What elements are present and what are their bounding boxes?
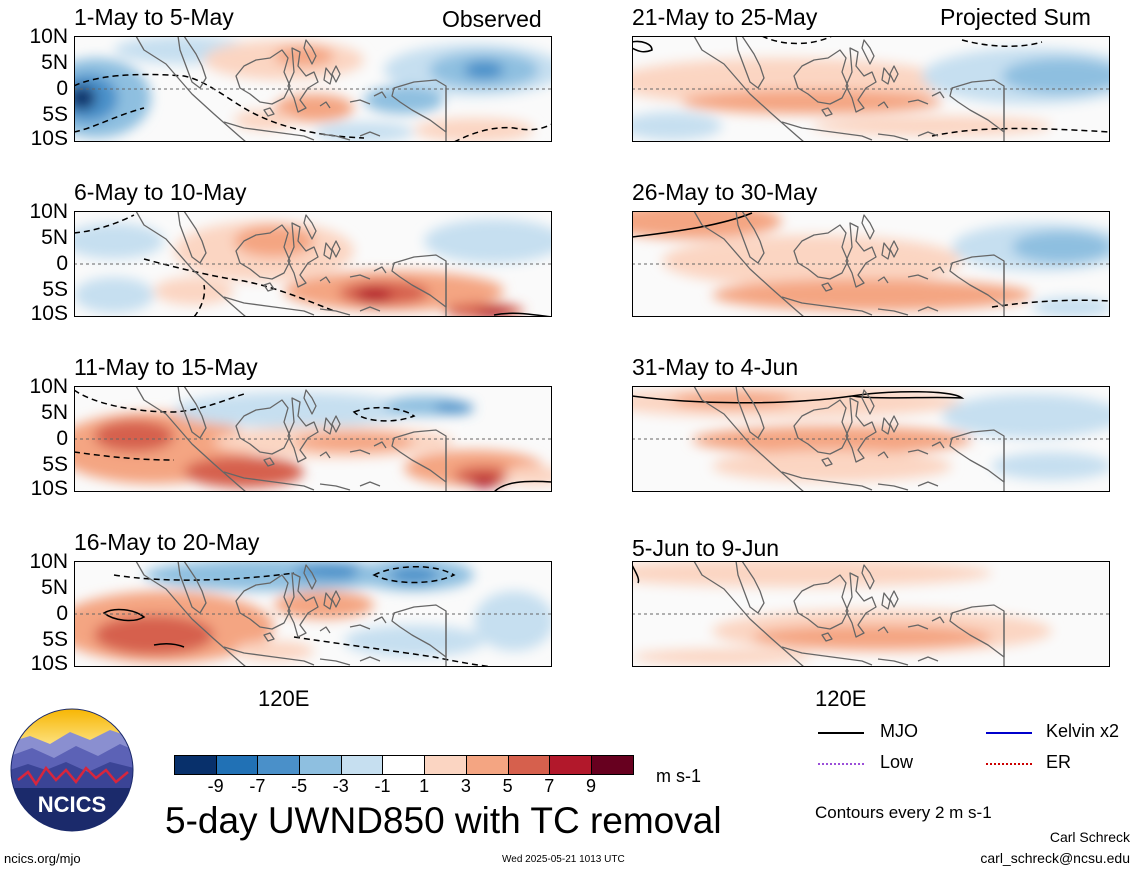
colorbar-swatch bbox=[508, 756, 551, 774]
legend-kelvin-label: Kelvin x2 bbox=[1046, 721, 1120, 741]
map-panel-1 bbox=[74, 36, 552, 142]
legend-kelvin-line bbox=[986, 732, 1032, 734]
legend-low-line bbox=[818, 763, 864, 765]
panel-title-2: 6-May to 10-May bbox=[74, 179, 247, 205]
lat-label: 10N bbox=[29, 375, 68, 398]
x-tick-label-right: 120E bbox=[815, 686, 867, 711]
colorbar-tick-label: -7 bbox=[249, 776, 266, 796]
colorbar bbox=[174, 755, 634, 775]
colorbar-tick-label: 3 bbox=[460, 776, 471, 796]
lat-label: 10S bbox=[30, 302, 68, 325]
colorbar-swatch bbox=[258, 756, 301, 774]
lat-label: 10N bbox=[29, 550, 68, 573]
colorbar-swatch bbox=[300, 756, 342, 774]
legend-er-label: ER bbox=[1046, 752, 1072, 772]
x-tick-label-left: 120E bbox=[258, 686, 310, 711]
lat-label: 10S bbox=[30, 127, 68, 150]
colorbar-swatch bbox=[341, 756, 384, 774]
colorbar-swatch bbox=[466, 756, 509, 774]
ncics-logo: NCICS bbox=[10, 708, 134, 832]
legend-low-label: Low bbox=[880, 752, 914, 772]
colorbar-tick-label: -9 bbox=[207, 776, 224, 796]
colorbar-tick-label: -3 bbox=[332, 776, 349, 796]
panel-title-6: 26-May to 30-May bbox=[632, 179, 818, 205]
lat-label: 10N bbox=[29, 25, 68, 48]
colorbar-tick-label: -1 bbox=[374, 776, 391, 796]
colorbar-swatch bbox=[550, 756, 592, 774]
lat-label: 0 bbox=[56, 252, 68, 275]
lat-label: 0 bbox=[56, 602, 68, 625]
lat-label: 5S bbox=[42, 628, 68, 651]
footer-author: Carl Schreck bbox=[1049, 829, 1130, 845]
lat-label: 5N bbox=[41, 226, 68, 249]
lat-label: 5N bbox=[41, 576, 68, 599]
footer-email: carl_schreck@ncsu.edu bbox=[980, 850, 1130, 866]
observed-label: Observed bbox=[442, 6, 542, 32]
footer-url: ncics.org/mjo bbox=[4, 851, 81, 866]
panel-title-5: 21-May to 25-May bbox=[632, 4, 818, 30]
panel-title-4: 16-May to 20-May bbox=[74, 529, 260, 555]
panel-title-7: 31-May to 4-Jun bbox=[632, 354, 799, 380]
footer-timestamp: Wed 2025-05-21 1013 UTC bbox=[502, 854, 625, 865]
colorbar-swatch bbox=[216, 756, 259, 774]
panel-title-3: 11-May to 15-May bbox=[74, 354, 258, 380]
legend-mjo-line bbox=[818, 732, 864, 734]
lat-label: 5S bbox=[42, 278, 68, 301]
lat-label: 0 bbox=[56, 77, 68, 100]
panel-title-8: 5-Jun to 9-Jun bbox=[632, 535, 780, 561]
lat-label: 5N bbox=[41, 401, 68, 424]
logo-text: NCICS bbox=[38, 792, 106, 817]
colorbar-tick-label: 5 bbox=[502, 776, 513, 796]
colorbar-tick-label: 1 bbox=[419, 776, 430, 796]
map-panel-4 bbox=[74, 561, 552, 667]
map-panel-7 bbox=[632, 386, 1110, 492]
lat-label: 5S bbox=[42, 453, 68, 476]
main-title: 5-day UWND850 with TC removal bbox=[165, 800, 722, 841]
lat-label: 5S bbox=[42, 103, 68, 126]
colorbar-swatch bbox=[425, 756, 467, 774]
legend-er-line bbox=[986, 763, 1032, 765]
colorbar-swatch bbox=[383, 756, 426, 774]
panel-title-1: 1-May to 5-May bbox=[74, 4, 234, 30]
lat-label: 5N bbox=[41, 51, 68, 74]
lat-label: 10S bbox=[30, 477, 68, 500]
colorbar-tick-label: 7 bbox=[544, 776, 555, 796]
lat-label: 0 bbox=[56, 427, 68, 450]
map-panel-8 bbox=[632, 561, 1110, 667]
map-panel-2 bbox=[74, 211, 552, 317]
lat-label: 10S bbox=[30, 652, 68, 675]
colorbar-tick-label: -5 bbox=[291, 776, 308, 796]
map-panel-3 bbox=[74, 386, 552, 492]
map-panel-6 bbox=[632, 211, 1110, 317]
colorbar-swatch bbox=[175, 756, 217, 774]
legend-mjo-label: MJO bbox=[880, 721, 918, 741]
map-panel-5 bbox=[632, 36, 1110, 142]
lat-label: 10N bbox=[29, 200, 68, 223]
contours-note: Contours every 2 m s-1 bbox=[815, 803, 992, 822]
colorbar-tick-label: 9 bbox=[585, 776, 596, 796]
colorbar-swatch bbox=[591, 756, 633, 774]
projected-sum-label: Projected Sum bbox=[940, 4, 1091, 30]
colorbar-units: m s-1 bbox=[656, 766, 701, 786]
